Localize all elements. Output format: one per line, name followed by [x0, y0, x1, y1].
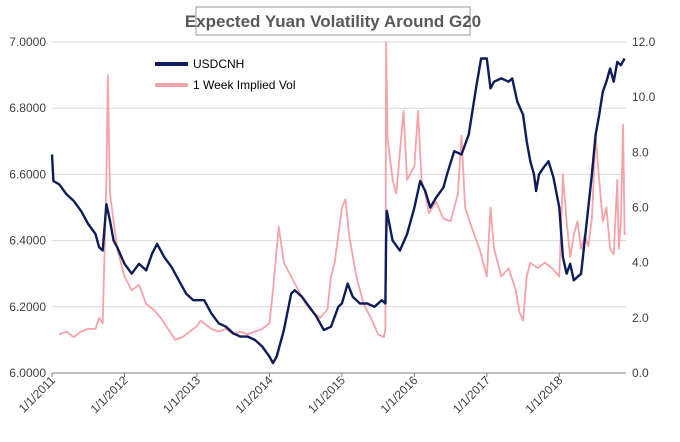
legend-label-implied-vol: 1 Week Implied Vol	[193, 78, 296, 92]
series-layer	[50, 41, 626, 365]
y-right-tick-label: 12.0	[632, 35, 656, 49]
y-left-tick-label: 6.6000	[9, 167, 46, 181]
y-right-tick-label: 4.0	[632, 256, 649, 270]
legend-label-usdcnh: USDCNH	[193, 57, 244, 71]
y-right-tick-label: 6.0	[632, 201, 649, 215]
chart-title: Expected Yuan Volatility Around G20	[185, 12, 481, 31]
y-right-tick-label: 2.0	[632, 311, 649, 325]
y-right-tick-label: 0.0	[632, 366, 649, 380]
y-right-tick-label: 8.0	[632, 145, 649, 159]
series-line-implied-vol	[58, 41, 626, 341]
chart-title-box	[195, 6, 471, 36]
y-left-tick-label: 6.0000	[9, 366, 46, 380]
y-left-tick-label: 6.8000	[9, 101, 46, 115]
y-left-tick-label: 6.2000	[9, 300, 46, 314]
legend: USDCNH 1 Week Implied Vol	[148, 50, 306, 98]
y-left-tick-label: 7.0000	[9, 35, 46, 49]
y-right-tick-label: 10.0	[632, 90, 656, 104]
chart-title-group: Expected Yuan Volatility Around G20	[185, 6, 481, 36]
y-left-tick-label: 6.4000	[9, 234, 46, 248]
series-line-usdcnh	[50, 57, 626, 365]
legend-box	[148, 50, 306, 98]
